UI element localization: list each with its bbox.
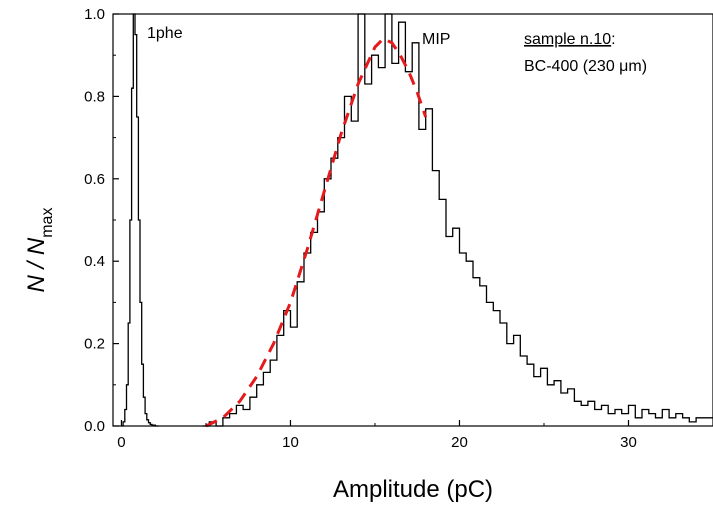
y-tick-label: 0.0 [84,418,105,435]
annotation-sample-material: BC-400 (230 μm) [524,58,647,75]
x-tick-label: 30 [620,434,637,451]
sample-label-text: sample n.10 [524,31,611,48]
y-tick-label: 1.0 [84,6,105,23]
y-axis-title-sub: max [39,208,56,238]
x-axis-title: Amplitude (pC) [333,476,493,503]
axis-ticks: 0 10 20 30 0.0 0.2 0.4 0.6 0.8 1.0 [84,6,713,451]
x-tick-label: 10 [282,434,299,451]
annotation-1phe: 1phe [147,25,183,42]
gaussian-fit-line [205,36,428,428]
y-axis-title-main: N / N [23,237,50,292]
x-tick-label: 0 [117,434,125,451]
annotation-mip: MIP [422,31,450,48]
y-tick-label: 0.6 [84,171,105,188]
x-tick-label: 20 [451,434,468,451]
y-axis-title: N / Nmax [23,208,56,293]
annotation-sample-label: sample n.10: [524,31,616,48]
plot-marks [121,13,713,428]
y-tick-label: 0.4 [84,253,105,270]
y-tick-label: 0.8 [84,88,105,105]
histogram-series-0 [121,13,159,427]
sample-label-colon: : [611,31,615,48]
histogram-series-1 [202,13,713,427]
y-tick-label: 0.2 [84,336,105,353]
